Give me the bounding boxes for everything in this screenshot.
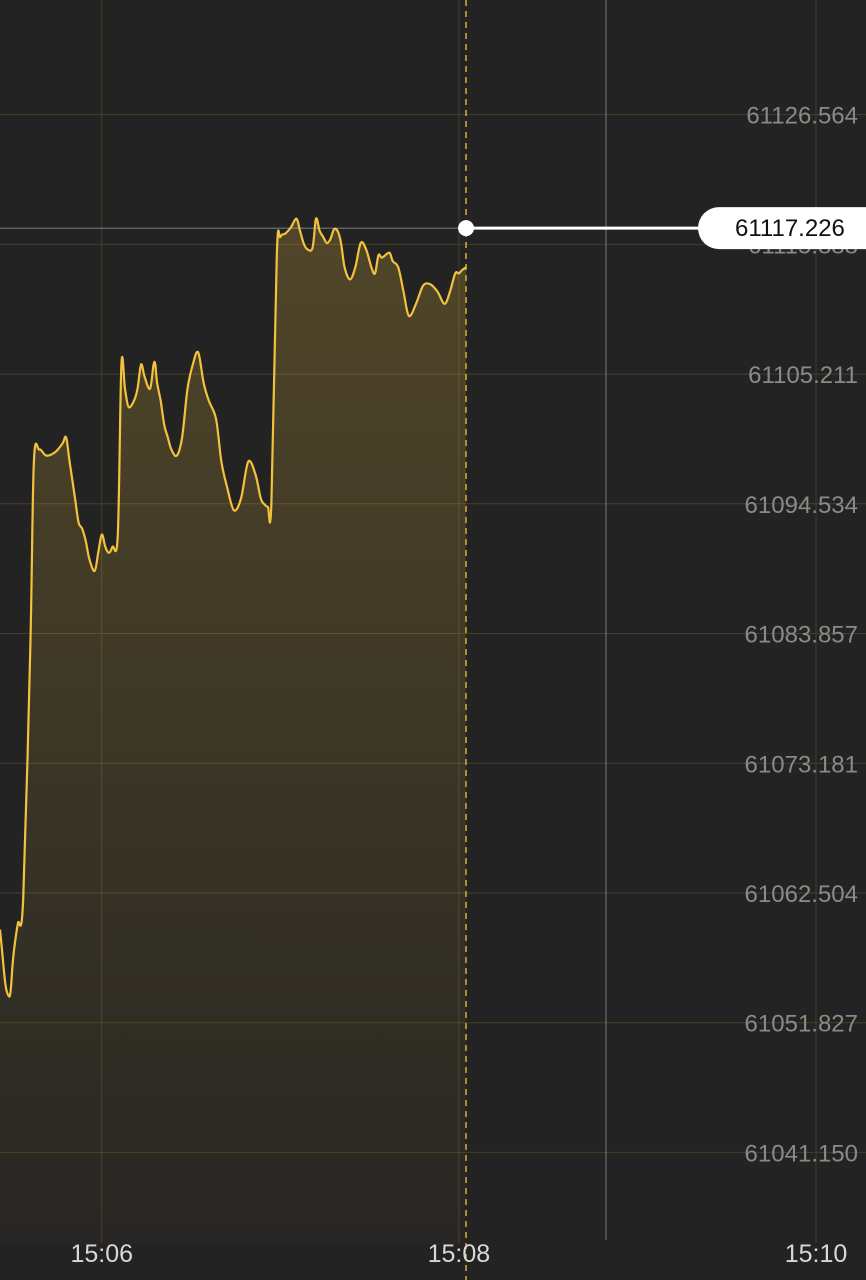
x-axis: 15:06 15:08 15:10 <box>70 1240 847 1268</box>
current-price-dot[interactable] <box>458 220 475 237</box>
x-tick-label: 15:10 <box>785 1240 848 1268</box>
area-fill <box>0 218 466 1245</box>
y-tick-label: 61073.181 <box>745 751 858 778</box>
crosshair <box>465 0 607 1280</box>
y-tick-label: 61062.504 <box>745 881 858 908</box>
y-tick-label: 61041.150 <box>745 1140 858 1167</box>
y-tick-label: 61083.857 <box>745 622 858 649</box>
x-tick-label: 15:08 <box>428 1240 491 1268</box>
y-axis: 61126.56461115.88861105.21161094.5346108… <box>745 103 858 1168</box>
current-price-badge[interactable] <box>698 207 866 250</box>
y-tick-label: 61126.564 <box>746 103 858 130</box>
y-tick-label: 61094.534 <box>745 492 858 519</box>
current-price-label: 61117.226 <box>735 215 845 242</box>
y-tick-label: 61051.827 <box>745 1011 858 1038</box>
series-line <box>0 217 467 998</box>
current-price-marker[interactable]: 61117.226 <box>0 207 866 250</box>
x-tick-label: 15:06 <box>70 1240 133 1268</box>
y-tick-label: 61105.211 <box>748 362 858 389</box>
area-series <box>0 217 467 1245</box>
